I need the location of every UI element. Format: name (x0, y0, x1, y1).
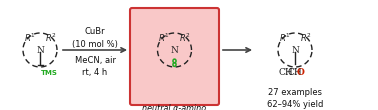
Text: N: N (36, 46, 44, 54)
Text: TMS: TMS (41, 70, 58, 76)
Text: $R^1$: $R^1$ (24, 32, 35, 44)
Text: N: N (170, 46, 178, 54)
Text: CuBr: CuBr (85, 28, 105, 37)
Text: (10 mol %): (10 mol %) (72, 39, 118, 49)
Text: 62–94% yield: 62–94% yield (267, 100, 323, 109)
Text: neutral α-amino: neutral α-amino (143, 104, 206, 110)
Text: $R^2$: $R^2$ (45, 32, 56, 44)
Text: O: O (297, 68, 304, 77)
Text: CHO: CHO (271, 68, 293, 77)
FancyBboxPatch shape (130, 8, 219, 105)
Text: $R^2$: $R^2$ (179, 32, 191, 44)
Text: $R^2$: $R^2$ (300, 32, 311, 44)
Text: $R^1$: $R^1$ (158, 32, 170, 44)
Text: CH: CH (278, 68, 293, 77)
Text: 27 examples: 27 examples (268, 88, 322, 97)
Text: MeCN, air: MeCN, air (74, 56, 116, 64)
Text: $R^1$: $R^1$ (279, 32, 290, 44)
Text: CH: CH (288, 68, 302, 77)
Text: N: N (291, 46, 299, 54)
Text: rt, 4 h: rt, 4 h (82, 68, 108, 76)
